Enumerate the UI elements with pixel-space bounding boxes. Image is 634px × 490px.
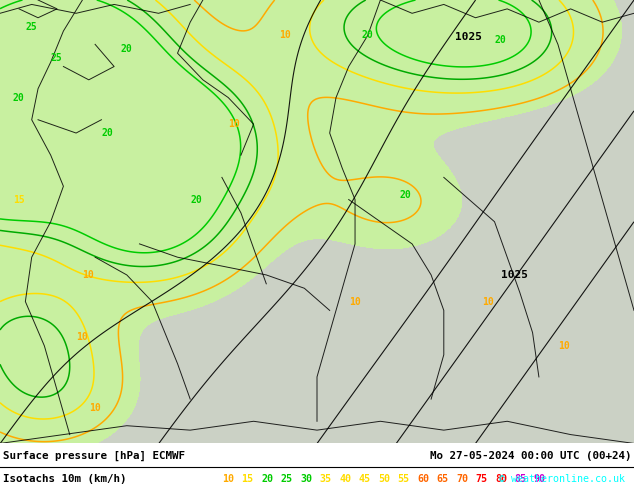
- Text: 20: 20: [495, 35, 507, 45]
- Text: 20: 20: [101, 128, 113, 138]
- Text: 90: 90: [534, 474, 546, 484]
- Text: 10: 10: [482, 296, 494, 307]
- Text: 80: 80: [495, 474, 507, 484]
- Text: 25: 25: [280, 474, 292, 484]
- Text: Isotachs 10m (km/h): Isotachs 10m (km/h): [3, 474, 127, 484]
- Text: 40: 40: [339, 474, 351, 484]
- Text: 25: 25: [51, 52, 63, 63]
- Text: 85: 85: [515, 474, 526, 484]
- Text: 20: 20: [399, 190, 411, 200]
- Text: 60: 60: [417, 474, 429, 484]
- Text: 20: 20: [190, 195, 202, 204]
- Text: 10: 10: [228, 119, 240, 129]
- Text: 50: 50: [378, 474, 390, 484]
- Text: 10: 10: [349, 296, 361, 307]
- Text: © weatheronline.co.uk: © weatheronline.co.uk: [499, 474, 625, 484]
- Text: 65: 65: [436, 474, 448, 484]
- Text: 75: 75: [476, 474, 488, 484]
- Text: 10: 10: [76, 332, 88, 342]
- Text: 20: 20: [261, 474, 273, 484]
- Text: 30: 30: [300, 474, 312, 484]
- Text: 10: 10: [558, 341, 570, 351]
- Text: 55: 55: [398, 474, 410, 484]
- Text: 20: 20: [361, 30, 373, 41]
- Text: 1025: 1025: [501, 270, 528, 280]
- Text: 45: 45: [358, 474, 370, 484]
- Text: 25: 25: [25, 22, 37, 32]
- Text: 10: 10: [222, 474, 234, 484]
- Text: 15: 15: [13, 195, 25, 204]
- Text: 20: 20: [120, 44, 133, 54]
- Text: 20: 20: [13, 93, 25, 102]
- Text: 15: 15: [242, 474, 254, 484]
- Text: 10: 10: [82, 270, 94, 280]
- Text: 70: 70: [456, 474, 468, 484]
- Text: 35: 35: [320, 474, 332, 484]
- Text: 10: 10: [279, 30, 291, 41]
- Text: Surface pressure [hPa] ECMWF: Surface pressure [hPa] ECMWF: [3, 450, 185, 461]
- Text: 1025: 1025: [455, 32, 482, 42]
- Text: 10: 10: [89, 403, 101, 413]
- Text: Mo 27-05-2024 00:00 UTC (00+24): Mo 27-05-2024 00:00 UTC (00+24): [429, 451, 631, 461]
